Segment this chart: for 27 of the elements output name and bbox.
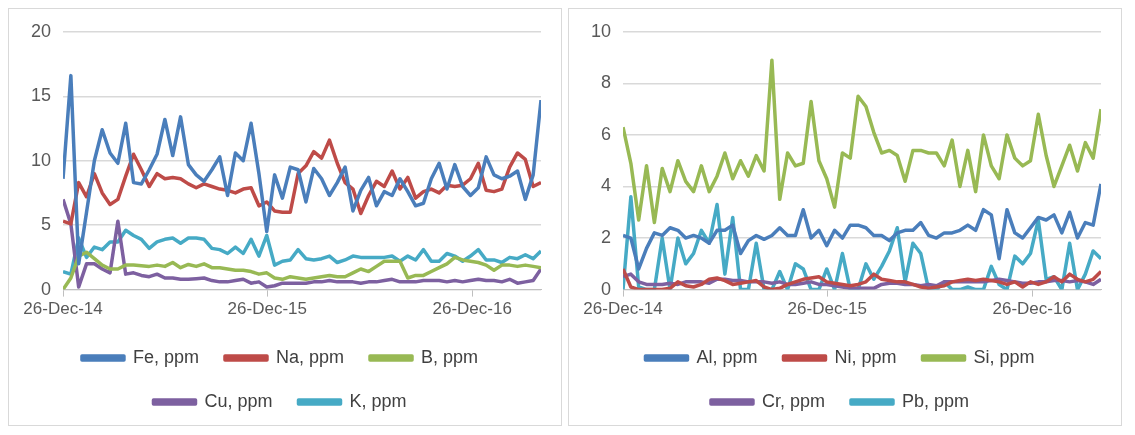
- y-tick-label: 2: [601, 227, 612, 248]
- x-tick-label: 26-Dec-14: [23, 299, 103, 319]
- legend-label: Ni, ppm: [834, 346, 897, 367]
- y-tick-label: 0: [41, 278, 52, 299]
- legend-label: K, ppm: [349, 390, 407, 411]
- legend-label: B, ppm: [421, 346, 479, 367]
- legend-label: Si, ppm: [973, 346, 1035, 367]
- legend-label: Al, ppm: [696, 346, 758, 367]
- legend-label: Cu, ppm: [204, 390, 273, 411]
- legend-label: Fe, ppm: [132, 346, 199, 367]
- y-tick-label: 4: [601, 175, 612, 196]
- y-tick-label: 8: [601, 72, 612, 93]
- legend-label: Na, ppm: [275, 346, 345, 367]
- x-tick-label: 26-Dec-15: [227, 299, 307, 319]
- y-tick-label: 15: [30, 85, 52, 106]
- y-tick-label: 10: [590, 20, 612, 41]
- x-tick-label: 26-Dec-14: [583, 299, 663, 319]
- x-tick-label: 26-Dec-16: [992, 299, 1072, 319]
- x-tick-label: 26-Dec-16: [432, 299, 512, 319]
- y-tick-label: 0: [601, 278, 612, 299]
- y-tick-label: 10: [30, 149, 52, 170]
- y-tick-label: 5: [41, 214, 52, 235]
- y-tick-label: 20: [30, 20, 52, 41]
- legend-label: Cr, ppm: [761, 390, 826, 411]
- y-tick-label: 6: [601, 123, 612, 144]
- x-tick-label: 26-Dec-15: [787, 299, 867, 319]
- legend-label: Pb, ppm: [901, 390, 970, 411]
